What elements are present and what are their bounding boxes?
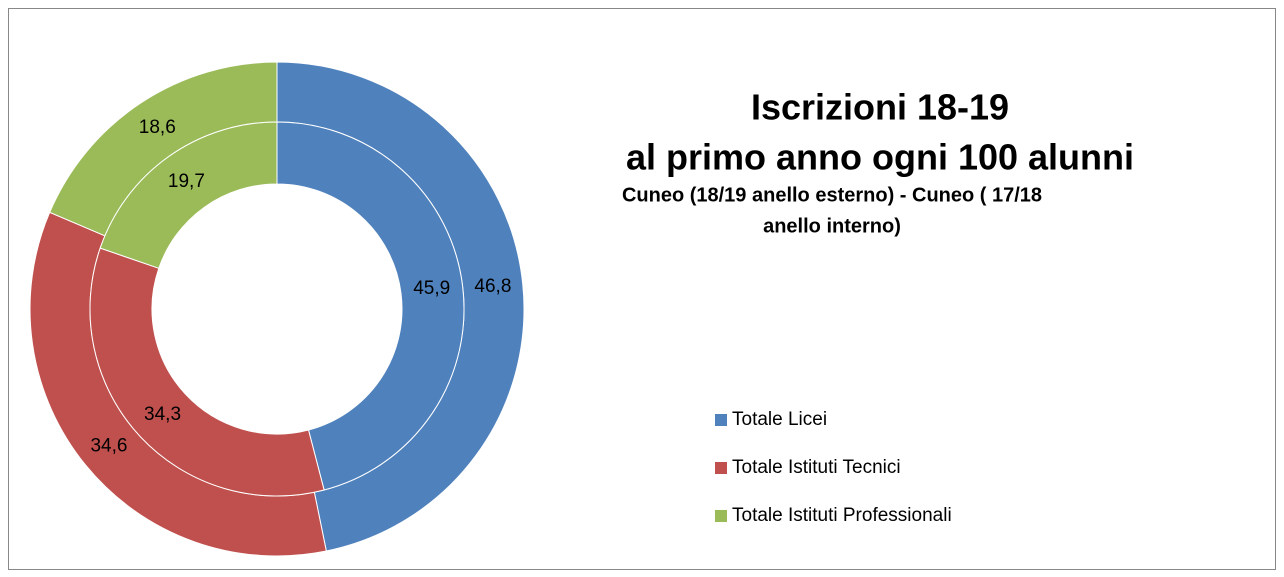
legend-swatch <box>715 510 727 522</box>
legend-label: Totale Istituti Professionali <box>732 505 952 526</box>
data-label: 34,3 <box>144 404 181 425</box>
legend-label: Totale Licei <box>732 409 827 430</box>
donut-segment <box>99 121 278 269</box>
data-label: 18,6 <box>139 117 176 138</box>
data-label: 19,7 <box>168 171 205 192</box>
data-label: 34,6 <box>90 435 127 456</box>
chart-subtitle: anello interno) <box>763 215 901 237</box>
legend-label: Totale Istituti Tecnici <box>732 457 901 478</box>
donut-segment <box>276 121 465 491</box>
chart-subtitle: Cuneo (18/19 anello esterno) - Cuneo ( 1… <box>622 184 1042 206</box>
data-label: 46,8 <box>474 276 511 297</box>
legend-swatch <box>715 414 727 426</box>
legend-swatch <box>715 462 727 474</box>
chart-title: Iscrizioni 18-19 <box>751 87 1009 128</box>
data-label: 45,9 <box>413 278 450 299</box>
chart-title: al primo anno ogni 100 alunni <box>626 137 1134 178</box>
donut-segment <box>89 247 325 497</box>
